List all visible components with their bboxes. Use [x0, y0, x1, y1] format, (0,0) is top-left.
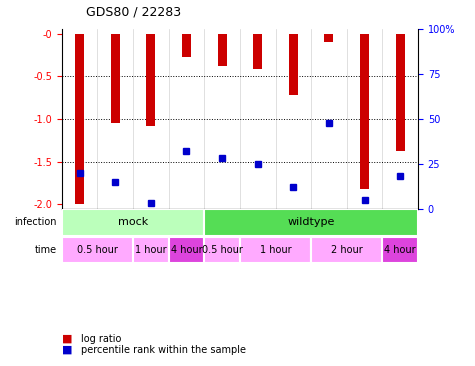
Bar: [218, 34, 227, 66]
Bar: [382, 237, 418, 263]
Text: 2 hour: 2 hour: [331, 245, 362, 255]
Text: 1 hour: 1 hour: [135, 245, 167, 255]
Bar: [62, 237, 133, 263]
Bar: [324, 34, 333, 42]
Bar: [146, 34, 155, 126]
Bar: [204, 209, 418, 236]
Bar: [253, 34, 262, 70]
Text: 1 hour: 1 hour: [260, 245, 291, 255]
Text: log ratio: log ratio: [81, 333, 121, 344]
Bar: [182, 34, 191, 57]
Text: GDS80 / 22283: GDS80 / 22283: [86, 5, 180, 18]
Bar: [396, 34, 405, 152]
Text: wildtype: wildtype: [287, 217, 335, 227]
Text: ■: ■: [62, 344, 72, 355]
Bar: [169, 237, 204, 263]
Bar: [289, 34, 298, 95]
Text: 0.5 hour: 0.5 hour: [77, 245, 118, 255]
Bar: [75, 34, 84, 204]
Text: time: time: [35, 245, 57, 255]
Text: 0.5 hour: 0.5 hour: [201, 245, 243, 255]
Bar: [62, 209, 204, 236]
Bar: [311, 237, 382, 263]
Text: percentile rank within the sample: percentile rank within the sample: [81, 344, 246, 355]
Bar: [240, 237, 311, 263]
Text: 4 hour: 4 hour: [171, 245, 202, 255]
Bar: [111, 34, 120, 123]
Bar: [204, 237, 240, 263]
Text: infection: infection: [15, 217, 57, 227]
Bar: [133, 237, 169, 263]
Text: 4 hour: 4 hour: [384, 245, 416, 255]
Bar: [360, 34, 369, 189]
Text: mock: mock: [118, 217, 148, 227]
Text: ■: ■: [62, 333, 72, 344]
